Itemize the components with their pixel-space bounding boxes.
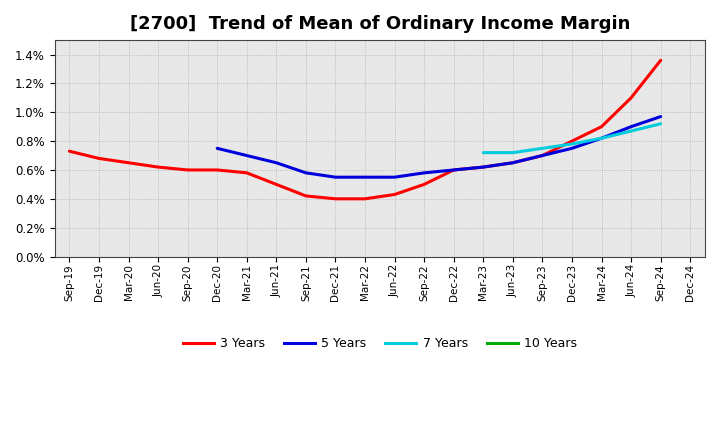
Title: [2700]  Trend of Mean of Ordinary Income Margin: [2700] Trend of Mean of Ordinary Income …: [130, 15, 630, 33]
Legend: 3 Years, 5 Years, 7 Years, 10 Years: 3 Years, 5 Years, 7 Years, 10 Years: [178, 332, 582, 355]
